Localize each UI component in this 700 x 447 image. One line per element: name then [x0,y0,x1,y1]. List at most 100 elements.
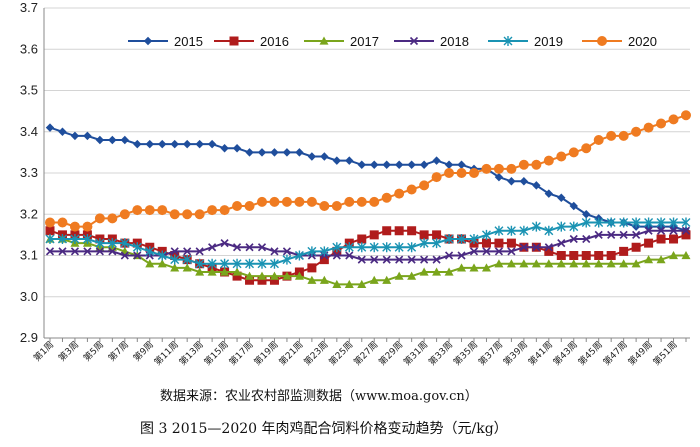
data-point [394,188,405,199]
legend-item-2016: 2016 [214,34,289,49]
data-point [332,242,342,253]
data-point [631,126,642,137]
data-point [319,255,329,265]
data-point [594,259,604,268]
data-point [394,271,404,280]
data-point [503,36,513,46]
data-point [631,217,641,228]
data-point [506,163,517,174]
data-point [494,259,504,268]
data-point [294,196,305,207]
data-point [395,255,404,264]
data-point [619,246,629,256]
x-tick-label: 第51周 [650,339,679,368]
data-point [569,259,579,268]
data-point [357,279,367,288]
grid-lines [43,7,690,339]
y-tick-label: 3.5 [20,83,38,98]
x-tick-label: 第35周 [451,339,480,368]
y-tick-label: 2.9 [20,330,38,345]
data-point [631,259,641,268]
data-point [569,251,579,260]
data-point [108,247,117,256]
x-tick-label: 第25周 [326,339,355,368]
data-point [357,234,367,244]
series-2017 [45,234,691,288]
data-point [58,247,67,256]
data-point [356,196,367,207]
data-point [320,152,329,161]
data-point [420,255,429,264]
data-point [157,250,167,261]
x-tick-label: 第21周 [276,339,305,368]
data-point [257,196,267,207]
data-point [407,271,417,280]
data-point [481,229,491,240]
data-point [45,217,55,228]
data-point [132,205,143,216]
x-tick-label: 第15周 [201,339,230,368]
data-point [544,225,554,236]
y-tick-label: 3.2 [20,206,38,221]
data-point [597,36,607,46]
data-point [232,267,242,276]
data-point [656,255,666,264]
data-point [45,247,55,256]
data-point [656,118,667,129]
data-point [457,251,466,260]
data-point [257,258,267,269]
data-point [195,267,205,276]
data-point [208,243,217,252]
data-point [606,217,616,228]
data-point [419,267,429,276]
data-point [307,263,317,273]
data-point [331,201,342,211]
x-tick-label: 第27周 [351,339,380,368]
legend-item-2015: 2015 [128,34,203,49]
data-point [544,246,554,256]
data-point [469,168,479,178]
data-point [656,217,666,228]
data-point [270,148,279,157]
data-point [183,247,192,256]
data-point [632,230,641,239]
data-point [120,238,130,249]
data-point [207,139,217,149]
data-point [169,209,180,220]
x-tick-label: 第31周 [401,339,430,368]
data-point [194,209,205,220]
data-point [170,247,179,256]
data-point [656,226,666,235]
data-point [656,234,666,244]
data-point [582,234,591,244]
data-point [220,239,229,248]
data-point [581,259,591,268]
x-tick-label: 第17周 [226,339,255,368]
data-point [556,151,567,162]
data-point [145,246,155,257]
data-point [544,259,554,268]
data-point [45,226,55,236]
data-point [245,275,255,285]
data-point [394,226,404,236]
y-tick-label: 3.4 [20,124,38,139]
data-point [494,172,504,182]
data-point [307,152,317,161]
data-point [319,201,330,211]
data-point [569,201,578,211]
data-point [444,168,455,178]
data-point [381,192,392,203]
data-point [594,230,603,239]
data-point [507,177,516,186]
data-point [344,242,354,253]
data-point [370,160,379,169]
legend-label: 2017 [350,34,379,49]
data-point [557,193,566,202]
x-tick-label: 第43周 [551,339,580,368]
data-point [282,271,292,280]
data-point [344,196,355,207]
y-tick-label: 3.1 [20,248,38,263]
data-point [133,251,142,260]
data-point [407,242,417,253]
data-point [531,159,542,170]
